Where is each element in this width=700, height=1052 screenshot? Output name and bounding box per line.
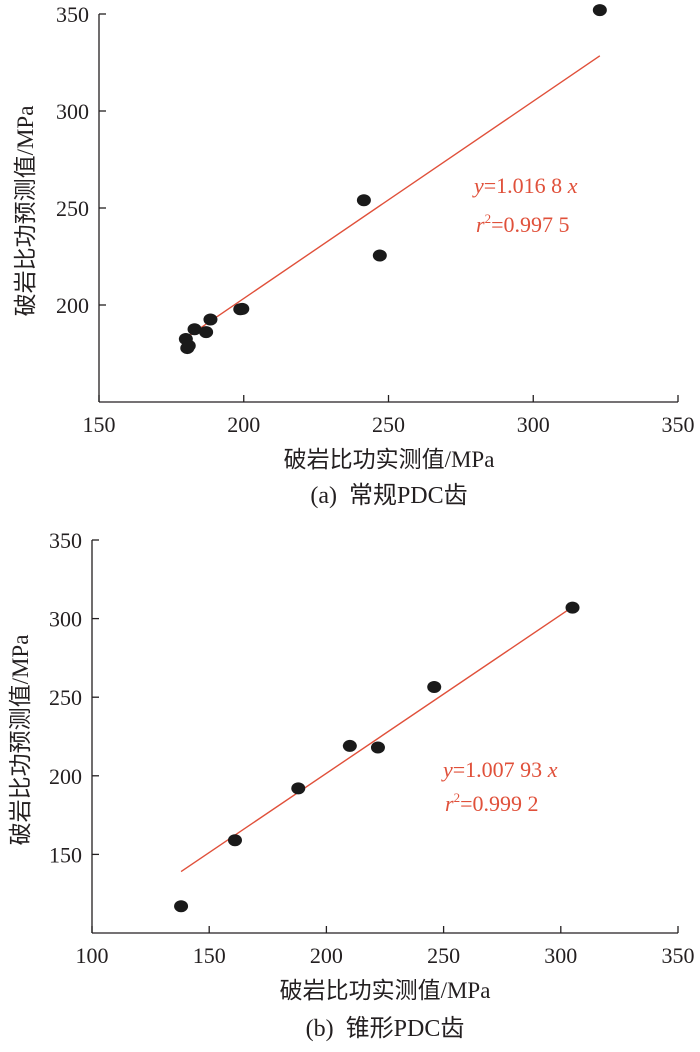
chart-a-equation-line2: r2=0.997 5	[476, 211, 569, 237]
chart-a-eq-r: r	[476, 212, 485, 237]
chart-b-y-tick-label: 300	[49, 607, 82, 632]
chart-b: 100 150 200 250 300 350 150 200 250 300 350 y=1.0…	[8, 528, 695, 1042]
chart-b-equation-line2: r2=0.999 2	[445, 790, 538, 816]
chart-b-eq-r: r	[445, 791, 454, 816]
chart-a: 150 200 250 300 350 200 250 300 350 y=1.016 8 x…	[13, 2, 695, 509]
chart-b-x-ticks: 100 150 200 250 300 350	[76, 926, 695, 968]
chart-b-y-tick-label: 250	[49, 685, 82, 710]
chart-a-x-ticks: 150 200 250 300 350	[83, 395, 695, 437]
chart-b-equation-line1: y=1.007 93 x	[441, 757, 558, 782]
chart-b-x-tick-label: 100	[76, 943, 109, 968]
chart-b-x-label: 破岩比功实测值/MPa	[280, 978, 491, 1003]
chart-b-y-tick-label: 350	[49, 528, 82, 553]
chart-a-data-point	[180, 342, 195, 355]
chart-b-x-tick-label: 350	[662, 943, 695, 968]
chart-b-fit-line	[180, 606, 573, 873]
chart-b-caption: (b) 锥形PDC齿	[306, 1015, 465, 1042]
chart-a-data-point	[233, 303, 248, 316]
chart-a-y-ticks: 200 250 300 350	[56, 2, 106, 318]
chart-a-eq-y: y	[472, 173, 484, 198]
chart-a-eq-r-exp: 2	[485, 211, 492, 226]
chart-b-x-tick-label: 150	[193, 943, 226, 968]
chart-a-eq-x: x	[567, 173, 578, 198]
chart-a-x-label: 破岩比功实测值/MPa	[284, 447, 495, 472]
chart-b-eq-r-exp: 2	[454, 790, 461, 805]
chart-a-points	[178, 4, 607, 355]
chart-a-data-point	[372, 249, 387, 262]
chart-a-eq-r-value: =0.997 5	[491, 212, 569, 237]
chart-b-eq-y: y	[441, 757, 453, 782]
chart-b-points	[174, 601, 580, 913]
chart-b-data-point	[427, 680, 442, 693]
chart-a-eq-coef: =1.016 8	[484, 173, 568, 198]
chart-a-x-tick-label: 150	[83, 412, 116, 437]
chart-b-y-ticks: 150 200 250 300 350	[49, 528, 99, 867]
chart-b-data-point	[342, 739, 357, 752]
chart-a-y-tick-label: 300	[56, 99, 89, 124]
chart-b-data-point	[291, 782, 306, 795]
chart-b-x-tick-label: 250	[427, 943, 460, 968]
chart-a-x-tick-label: 300	[517, 412, 550, 437]
chart-b-y-label: 破岩比功预测值/MPa	[8, 635, 33, 846]
chart-a-y-tick-label: 200	[56, 293, 89, 318]
chart-a-caption: (a) 常规PDC齿	[310, 482, 467, 509]
chart-b-y-tick-label: 200	[49, 764, 82, 789]
chart-a-data-point	[592, 4, 607, 17]
chart-b-y-tick-label: 150	[49, 842, 82, 867]
chart-b-x-tick-label: 200	[310, 943, 343, 968]
chart-a-y-label: 破岩比功预测值/MPa	[13, 106, 38, 317]
chart-b-data-point	[565, 601, 580, 614]
chart-a-equation-line1: y=1.016 8 x	[472, 173, 578, 198]
chart-a-x-tick-label: 350	[662, 412, 695, 437]
chart-a-y-tick-label: 350	[56, 2, 89, 27]
chart-b-x-tick-label: 300	[544, 943, 577, 968]
chart-b-eq-x: x	[547, 757, 558, 782]
chart-a-y-tick-label: 250	[56, 196, 89, 221]
chart-a-x-tick-label: 250	[372, 412, 405, 437]
chart-b-data-point	[370, 741, 385, 754]
chart-b-eq-coef: =1.007 93	[453, 757, 548, 782]
chart-a-data-point	[199, 326, 214, 339]
chart-b-eq-r-value: =0.999 2	[460, 791, 538, 816]
chart-a-data-point	[187, 323, 202, 336]
chart-b-data-point	[227, 834, 242, 847]
chart-a-x-tick-label: 200	[227, 412, 260, 437]
chart-a-fit-line	[185, 55, 601, 339]
chart-a-data-point	[356, 194, 371, 207]
chart-a-data-point	[203, 313, 218, 326]
chart-b-data-point	[174, 900, 189, 913]
